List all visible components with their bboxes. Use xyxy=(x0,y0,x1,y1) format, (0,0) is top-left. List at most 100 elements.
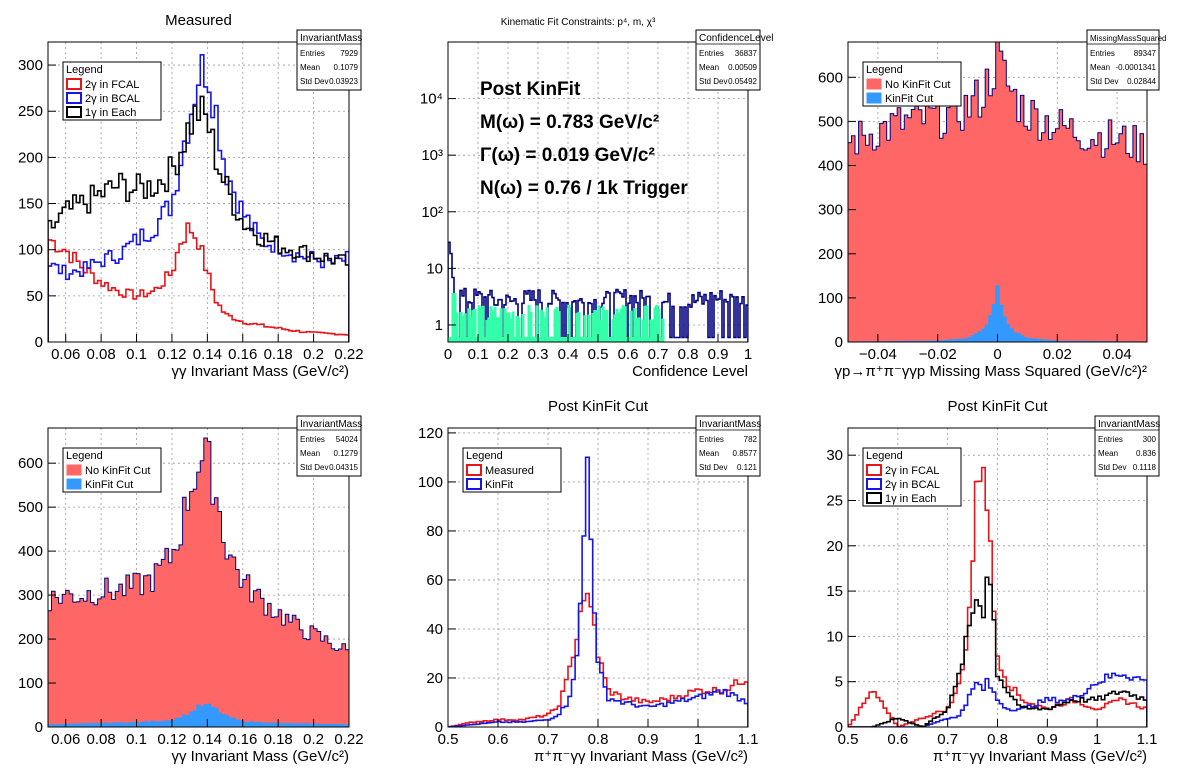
x-tick-label: −0.02 xyxy=(919,346,957,363)
x-tick-label: 0.06 xyxy=(51,346,80,363)
x-tick-label: 0.04 xyxy=(1102,346,1131,363)
stats-row-label: Mean xyxy=(699,449,719,458)
y-tick-label: 200 xyxy=(18,149,43,166)
stats-row-label: Mean xyxy=(300,63,320,72)
legend: Legend No KinFit Cut KinFit Cut xyxy=(62,447,162,493)
y-tick-label: 400 xyxy=(18,543,43,560)
plot-area xyxy=(448,456,748,727)
stats-row-value: 0.05492 xyxy=(728,77,757,86)
y-tick-label: 300 xyxy=(818,202,843,219)
y-tick-label: 60 xyxy=(426,572,443,589)
x-tick-label: 0.9 xyxy=(1037,731,1058,748)
legend-title: Legend xyxy=(466,450,503,462)
panel-2: 0 0.1 0.2 0.3 0.4 0.5 0.6 0.7 0.8 0.9 1 1 10 10² 10³ 10… xyxy=(420,17,774,380)
x-tick-label: 0.06 xyxy=(51,731,80,748)
y-tick-label: 0 xyxy=(835,334,843,351)
stats-box-frame xyxy=(1094,415,1160,477)
legend-swatch xyxy=(66,92,82,104)
y-tick-label: 0 xyxy=(35,719,43,736)
x-tick-label: 0.2 xyxy=(303,731,324,748)
stats-box-frame xyxy=(695,29,761,91)
legend-swatch xyxy=(66,478,82,490)
stats-row-value: 36837 xyxy=(735,49,758,58)
legend: Legend No KinFit Cut KinFit Cut xyxy=(862,61,962,107)
stats-row-value: 54024 xyxy=(336,435,359,444)
stats-row-label: Entries xyxy=(1098,435,1123,444)
panel-3: −0.04 −0.02 0 0.02 0.04 0 100 200 300 400 500 600 γp… xyxy=(818,29,1166,380)
x-tick-label: 1 xyxy=(694,731,702,748)
legend: Legend 2γ in FCAL 2γ in BCAL 1γ in Each xyxy=(862,447,962,507)
stats-row-label: Entries xyxy=(300,49,325,58)
stats-box: InvariantMass Entries 54024 Mean 0.1279 Std D… xyxy=(296,415,362,477)
x-tick-label: 0.5 xyxy=(438,731,459,748)
panel-4: 0.06 0.08 0.1 0.12 0.14 0.16 0.18 0.2 0.22 0 100 20… xyxy=(18,415,364,765)
y-tick-label: 0 xyxy=(35,334,43,351)
stats-row-value: -0.0001341 xyxy=(1116,63,1157,72)
x-axis-label: Confidence Level xyxy=(632,363,748,380)
x-tick-label: 1.1 xyxy=(1137,731,1158,748)
x-tick-label: 0.4 xyxy=(558,346,579,363)
stats-row-value: 0.02844 xyxy=(1127,77,1156,86)
x-tick-label: 0.02 xyxy=(1043,346,1072,363)
x-tick-label: 0.7 xyxy=(937,731,958,748)
y-tick-label: 15 xyxy=(826,583,843,600)
stats-row-label: Entries xyxy=(699,435,724,444)
x-axis-label: π⁺π⁻γγ Invariant Mass (GeV/c²) xyxy=(534,748,748,765)
y-tick-label: 600 xyxy=(18,455,43,472)
y-tick-label: 25 xyxy=(826,492,843,509)
y-tick-label: 150 xyxy=(18,196,43,213)
series-teal xyxy=(448,293,748,342)
legend-title: Legend xyxy=(66,450,103,462)
panel-title: Post KinFit Cut xyxy=(548,398,649,415)
legend: Legend Measured KinFit xyxy=(462,447,562,493)
legend-swatch xyxy=(66,106,82,118)
x-tick-label: 0.7 xyxy=(648,346,669,363)
stats-box-frame xyxy=(695,415,761,477)
panel-6: 0.5 0.6 0.7 0.8 0.9 1 1.1 0 5 10 15 20 25 30 π⁺π⁻γγ In… xyxy=(826,398,1160,765)
x-tick-label: 0.3 xyxy=(528,346,549,363)
stats-row-value: 0.00509 xyxy=(728,63,757,72)
stats-row-label: Mean xyxy=(1098,449,1118,458)
stats-row-value: 0.8577 xyxy=(733,449,758,458)
y-tick-label: 10³ xyxy=(421,147,443,164)
plot-area xyxy=(48,54,349,342)
stats-row-label: Mean xyxy=(1090,63,1110,72)
legend: Legend 2γ in FCAL 2γ in BCAL 1γ in Each xyxy=(62,61,162,121)
x-tick-label: −0.04 xyxy=(859,346,897,363)
x-tick-label: 0.18 xyxy=(264,346,293,363)
x-tick-label: 0.18 xyxy=(264,731,293,748)
annotation-text: Post KinFit xyxy=(480,79,581,100)
stats-row-value: 0.04315 xyxy=(329,463,358,472)
y-tick-label: 10 xyxy=(826,628,843,645)
y-tick-label: 400 xyxy=(818,158,843,175)
series-2-in-fcal xyxy=(48,222,349,342)
plot-frame xyxy=(47,427,350,728)
panel-1: 0.06 0.08 0.1 0.12 0.14 0.16 0.18 0.2 0.22 0 50 100… xyxy=(18,12,364,380)
y-tick-label: 500 xyxy=(818,113,843,130)
x-tick-label: 0.6 xyxy=(887,731,908,748)
legend-swatch xyxy=(866,92,882,104)
y-tick-label: 100 xyxy=(818,290,843,307)
stats-row-value: 782 xyxy=(744,435,758,444)
stats-row-label: Std Dev xyxy=(699,463,727,472)
x-tick-label: 0.16 xyxy=(228,346,257,363)
stats-row-value: 0.1118 xyxy=(1133,463,1157,472)
y-tick-label: 0 xyxy=(435,719,443,736)
legend-entry: No KinFit Cut xyxy=(85,465,150,477)
y-tick-label: 5 xyxy=(835,674,843,691)
y-tick-label: 10² xyxy=(421,204,443,221)
legend-entry: 2γ in BCAL xyxy=(85,93,140,105)
x-tick-label: 0 xyxy=(444,346,452,363)
legend-entry: No KinFit Cut xyxy=(885,79,950,91)
stats-row-label: Std Dev xyxy=(1098,463,1126,472)
legend-frame xyxy=(62,61,162,121)
series-1-in-each xyxy=(848,576,1147,727)
x-tick-label: 1.1 xyxy=(738,731,759,748)
legend-title: Legend xyxy=(866,450,903,462)
legend-swatch xyxy=(66,464,82,476)
legend-entry: 2γ in BCAL xyxy=(885,479,940,491)
legend-swatch xyxy=(866,78,882,90)
stats-row-value: 7929 xyxy=(340,49,358,58)
series-1-in-each xyxy=(48,95,349,342)
